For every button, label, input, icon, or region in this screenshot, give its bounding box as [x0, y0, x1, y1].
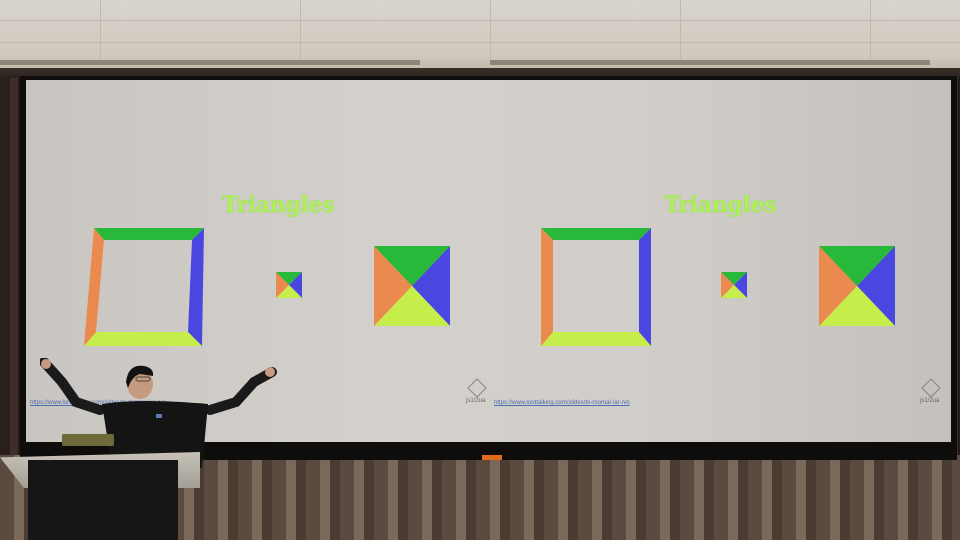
ceiling-tile-line — [870, 0, 871, 60]
slide-title: Triangles — [664, 192, 777, 218]
laptop — [62, 434, 114, 446]
large-triangle-square — [819, 246, 895, 326]
ceiling-tile-line — [300, 0, 301, 60]
slide-logo-icon — [921, 378, 941, 398]
ceiling-light-strip — [490, 60, 930, 65]
slide-logo-icon — [467, 378, 487, 398]
projection-screen: Triangles https://www.lordtalking.com/sl… — [26, 80, 951, 442]
ceiling-light-strip — [0, 60, 420, 65]
large-triangle-square — [374, 246, 450, 326]
ceiling-tile-line — [0, 42, 960, 43]
small-triangle-square — [721, 272, 747, 298]
slide-title: Triangles — [222, 192, 335, 218]
ceiling-tile-line — [490, 0, 491, 60]
ceiling-tile-line — [100, 0, 101, 60]
slide-logo-text: js1/2ua — [466, 398, 486, 404]
small-triangle-square — [276, 272, 302, 298]
ceiling-tile-line — [680, 0, 681, 60]
exit-sign-light — [482, 455, 502, 460]
speaker-figure — [40, 358, 277, 468]
bordered-box-triangles — [84, 228, 204, 346]
ceiling-tile-line — [0, 20, 960, 21]
slide-logo-text: js1/2ua — [920, 398, 940, 404]
ceiling — [0, 0, 960, 78]
podium — [28, 460, 178, 540]
bordered-box-triangles — [541, 228, 651, 346]
slide-url[interactable]: https://www.lordtalking.com/slides/to-rn… — [494, 400, 630, 406]
slide-url[interactable]: https://www.lordtalking.com/slides/to-rn… — [30, 400, 166, 406]
curtain-rail — [0, 68, 960, 78]
